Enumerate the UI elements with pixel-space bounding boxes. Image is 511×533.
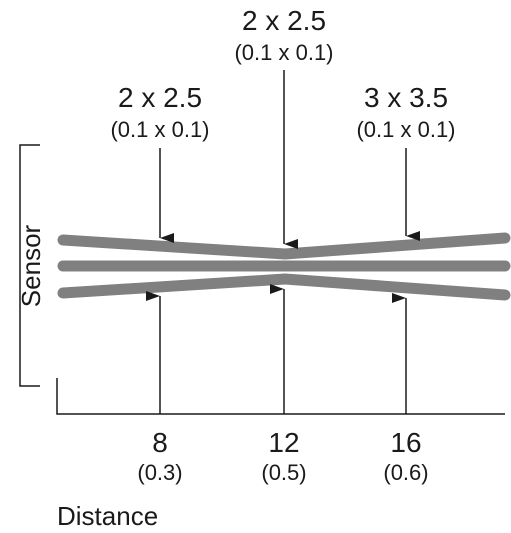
- top-label-1-sub: (0.1 x 0.1): [110, 117, 209, 142]
- distance-label-3-sub: (0.6): [383, 460, 428, 485]
- beam-top: [57, 232, 511, 260]
- top-label-3-sub: (0.1 x 0.1): [356, 117, 455, 142]
- top-label-3-size: 3 x 3.5: [364, 82, 448, 113]
- distance-label-2-sub: (0.5): [261, 460, 306, 485]
- top-label-1-size: 2 x 2.5: [118, 82, 202, 113]
- sensor-bracket: [19, 144, 40, 387]
- top-label-2-sub: (0.1 x 0.1): [234, 40, 333, 65]
- beam-bottom: [57, 273, 511, 301]
- distance-label-1-sub: (0.3): [137, 460, 182, 485]
- distance-label-2-value: 12: [268, 427, 299, 458]
- sensor-axis-label: Sensor: [16, 224, 46, 307]
- distance-label-3-value: 16: [390, 427, 421, 458]
- distance-label-1-value: 8: [152, 427, 168, 458]
- distance-axis: [56, 378, 505, 415]
- distance-axis-label: Distance: [57, 501, 158, 531]
- top-label-2-size: 2 x 2.5: [242, 5, 326, 36]
